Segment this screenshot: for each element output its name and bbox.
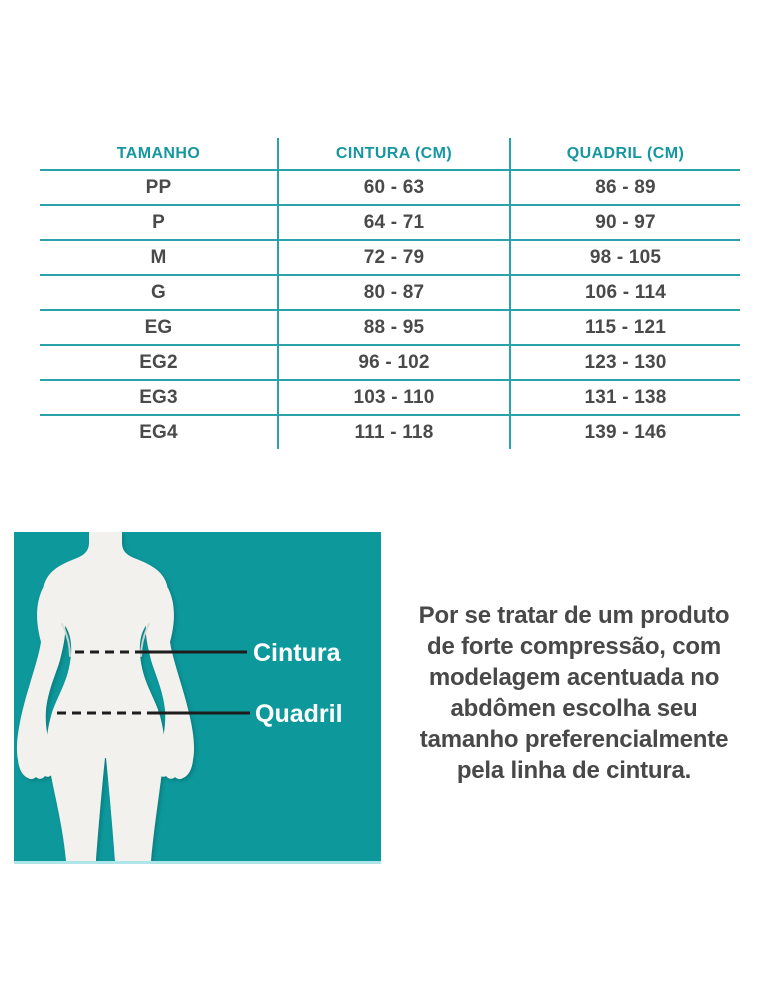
waist-range-cell: 60 - 63: [277, 170, 511, 206]
hip-range-cell: 106 - 114: [510, 275, 740, 311]
column-header-size: TAMANHO: [40, 138, 278, 171]
body-measurement-diagram: Cintura Quadril: [14, 532, 381, 864]
note-line: de forte compressão, com: [427, 633, 721, 660]
size-cell: G: [40, 275, 278, 311]
table-row: EG4 111 - 118 139 - 146: [40, 415, 740, 449]
note-line: tamanho preferencialmente: [419, 726, 729, 753]
waist-range-cell: 103 - 110: [277, 380, 511, 416]
waist-range-cell: 72 - 79: [277, 240, 511, 276]
note-line: pela linha de cintura.: [456, 757, 692, 784]
hip-range-cell: 86 - 89: [510, 170, 740, 206]
size-cell: EG3: [40, 380, 278, 416]
table-row: EG2 96 - 102 123 - 130: [40, 345, 740, 381]
waist-range-cell: 96 - 102: [277, 345, 511, 381]
table-row: M 72 - 79 98 - 105: [40, 240, 740, 276]
size-cell: EG: [40, 310, 278, 346]
table-row: PP 60 - 63 86 - 89: [40, 170, 740, 206]
size-cell: PP: [40, 170, 278, 206]
note-line: abdômen escolha seu: [450, 695, 698, 722]
size-cell: EG4: [139, 421, 178, 443]
hip-range-cell: 131 - 138: [510, 380, 740, 416]
size-cell: EG2: [40, 345, 278, 381]
table-row: EG3 103 - 110 131 - 138: [40, 380, 740, 416]
left-armpit-crease: [61, 623, 71, 657]
waist-range-cell: 80 - 87: [277, 275, 511, 311]
left-arm-silhouette: [16, 588, 66, 780]
table-row: P 64 - 71 90 - 97: [40, 205, 740, 241]
waist-range-cell: 88 - 95: [277, 310, 511, 346]
waist-range-cell: 64 - 71: [277, 205, 511, 241]
hip-range-cell: 139 - 146: [584, 421, 667, 443]
waist-range-cell: 111 - 118: [277, 415, 511, 449]
hip-range-cell: 123 - 130: [510, 345, 740, 381]
column-header-waist: CINTURA (CM): [277, 138, 511, 171]
hip-range-cell: 90 - 97: [510, 205, 740, 241]
size-chart-table: TAMANHO CINTURA (CM) QUADRIL (CM) PP 60 …: [40, 138, 740, 449]
waist-label: Cintura: [253, 639, 342, 667]
table-row: EG 88 - 95 115 - 121: [40, 310, 740, 346]
body-silhouette-figure: Cintura Quadril: [16, 532, 343, 861]
compression-note: Por se tratar de um produto de forte com…: [388, 600, 760, 786]
hip-range-cell: 115 - 121: [510, 310, 740, 346]
table-header-row: TAMANHO CINTURA (CM) QUADRIL (CM): [40, 138, 740, 171]
size-cell: P: [40, 205, 278, 241]
torso-silhouette: [42, 532, 169, 861]
size-cell: M: [40, 240, 278, 276]
column-header-hip: QUADRIL (CM): [510, 138, 740, 171]
table-row: G 80 - 87 106 - 114: [40, 275, 740, 311]
hip-range-cell: 98 - 105: [510, 240, 740, 276]
note-line: modelagem acentuada no: [428, 664, 720, 691]
note-line: Por se tratar de um produto: [418, 602, 730, 629]
hip-label: Quadril: [255, 700, 343, 728]
right-arm-silhouette: [145, 588, 195, 780]
